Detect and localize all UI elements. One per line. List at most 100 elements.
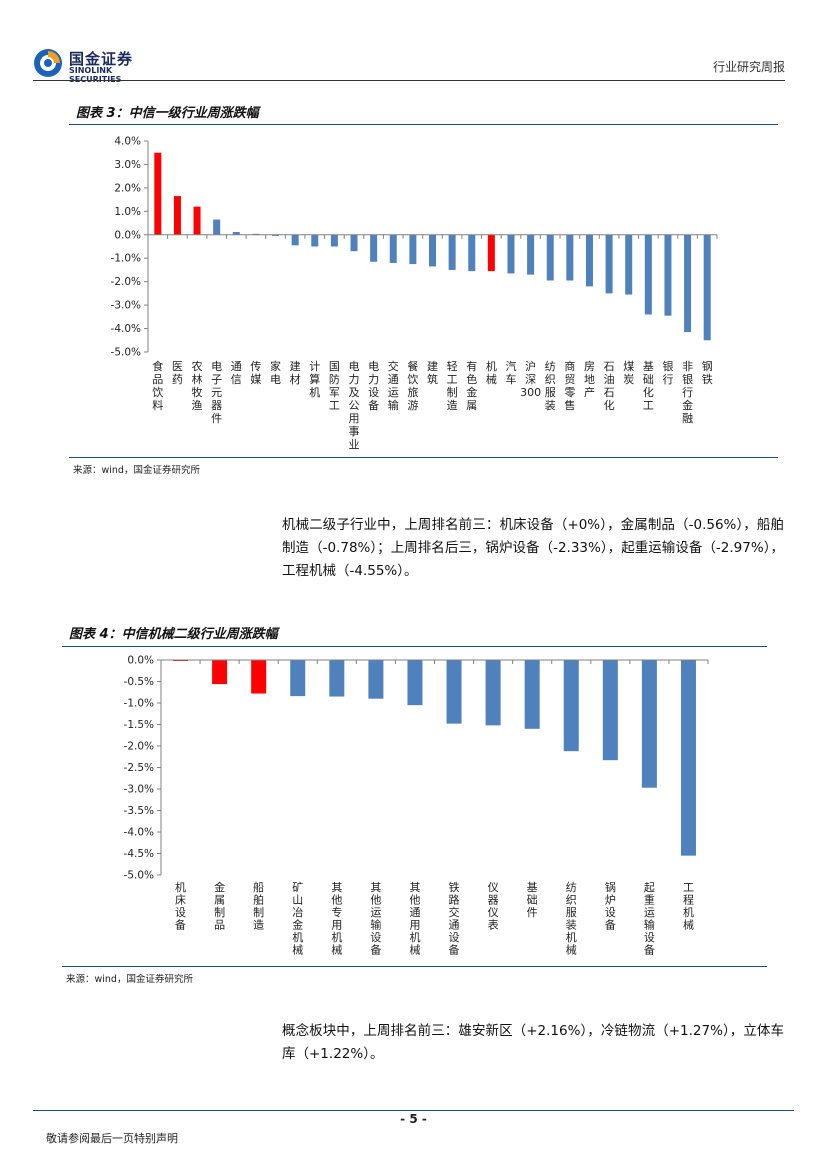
chart1-x-label: 银行: [662, 359, 673, 386]
chart1-x-label: 商贸零售: [564, 359, 575, 412]
chart1-x-label: 家电: [270, 359, 281, 386]
chart2-y-tick-label: -3.5%: [124, 805, 154, 817]
chart1-bar: [487, 234, 495, 272]
page-number: - 5 -: [400, 1112, 427, 1126]
header-divider: [33, 80, 785, 81]
chart2-x-label: 其他通用机械: [409, 881, 420, 957]
chart1-x-label: 钢铁: [702, 360, 713, 386]
chart2-y-tick-label: -4.5%: [124, 848, 154, 860]
brand-name-cn: 国金证券: [69, 50, 134, 68]
chart2-x-label: 矿山冶金机械: [292, 881, 303, 957]
chart1-bar: [370, 234, 378, 262]
chart1-bar: [389, 234, 397, 263]
chart1-x-label: 电力及公用事业: [349, 360, 360, 451]
chart1-x-label: 医药: [172, 360, 183, 386]
chart1-x-label: 通信: [231, 360, 242, 386]
figure4-bottom-rule: [62, 966, 767, 967]
chart2-bar: [290, 660, 306, 697]
figure3-chart: 4.0% 3.0% 2.0% 1.0% 0.0% -1.0% -2.0% -3.0% -4.0%…: [111, 136, 718, 451]
chart2-y-tick-label: -0.5%: [124, 676, 154, 688]
brand-name-en: SINOLINK SECURITIES: [69, 66, 122, 84]
chart1-bar: [173, 196, 181, 235]
chart1-bar: [448, 234, 456, 270]
figure4-source: 来源：wind，国金证券研究所: [66, 974, 193, 985]
chart2-bar: [407, 660, 423, 706]
chart1-bar: [585, 234, 593, 287]
chart1-x-label: 传媒: [250, 360, 261, 386]
chart2-x-label: 其他运输设备: [370, 881, 381, 957]
chart2-bar: [602, 660, 618, 761]
chart1-y-tick-label: -4.0%: [111, 323, 141, 335]
chart1-x-label: 餐饮旅游: [407, 359, 418, 412]
figure4-chart: 0.0% -0.5% -1.0% -1.5% -2.0% -2.5% -3.0% -3.5% -…: [124, 655, 709, 957]
chart2-x-label: 工程机械: [683, 881, 694, 932]
chart1-x-label: 非银行金融: [682, 360, 693, 425]
chart1-x-label: 汽车: [505, 359, 516, 386]
chart2-bar: [446, 660, 462, 724]
chart1-bar: [409, 234, 417, 265]
chart1-bar: [664, 234, 672, 316]
chart1-x-label: 国防军工: [329, 360, 340, 412]
figure4-top-rule: [62, 646, 767, 647]
chart1-bar: [429, 234, 436, 267]
chart1-y-tick-label: -2.0%: [111, 276, 141, 288]
chart1-bar: [703, 234, 711, 341]
chart1-bar: [527, 234, 535, 275]
chart1-bar: [684, 234, 692, 333]
chart2-y-tick-label: -1.0%: [124, 698, 154, 710]
chart2-bar: [680, 660, 696, 856]
chart1-bar: [605, 234, 613, 294]
chart2-x-label: 纺织服装机械: [566, 880, 577, 957]
figure3-top-rule: [69, 124, 778, 125]
chart1-y-tick-label: -5.0%: [111, 347, 141, 359]
chart1-bar: [232, 231, 240, 235]
chart1-y-tick-label: 3.0%: [114, 159, 141, 171]
chart1-x-label: 房地产: [584, 360, 595, 399]
chart1-bar: [546, 234, 554, 281]
chart1-x-label: 煤炭: [623, 360, 634, 386]
chart2-x-label: 船舶制造: [253, 880, 264, 932]
chart2-y-tick-label: -4.0%: [124, 827, 154, 839]
figure4-title: 图表 4：中信机械二级行业周涨跌幅: [69, 627, 278, 642]
chart1-bar: [272, 234, 280, 236]
chart1-bar: [644, 234, 652, 315]
figure3-source: 来源：wind，国金证券研究所: [73, 465, 200, 476]
chart1-x-label: 建材: [290, 359, 301, 386]
chart1-bar: [350, 234, 358, 252]
chart1-x-label: 石油石化: [604, 360, 615, 412]
figure3-bottom-rule: [69, 457, 778, 458]
chart2-y-tick-label: -1.5%: [124, 719, 154, 731]
chart2-x-label: 金属制品: [214, 880, 225, 932]
chart2-x-label: 其他专用机械: [331, 881, 342, 957]
figure3-title: 图表 3：中信一级行业周涨跌幅: [76, 106, 259, 121]
brand-logo-icon: [34, 49, 62, 77]
chart1-y-tick-label: -3.0%: [111, 300, 141, 312]
chart1-bar: [507, 234, 515, 274]
chart1-y-tick-label: 1.0%: [114, 206, 141, 218]
chart2-bar: [251, 660, 267, 694]
footer-divider: [33, 1110, 794, 1111]
chart2-y-tick-label: -3.0%: [124, 784, 154, 796]
chart1-bar: [330, 234, 338, 247]
chart2-x-label: 基础件: [527, 881, 538, 919]
chart2-y-tick-label: 0.0%: [127, 655, 154, 667]
chart2-bar: [563, 660, 579, 752]
chart1-x-label: 机械: [486, 359, 497, 386]
chart2-bar: [524, 660, 540, 729]
chart2-y-tick-label: -2.5%: [124, 762, 154, 774]
chart1-x-label: 计算机: [309, 360, 320, 399]
brand-logo: 国金证券 SINOLINK SECURITIES: [33, 46, 163, 84]
chart2-bar: [368, 660, 384, 699]
chart1-bar: [566, 234, 574, 281]
chart1-bar: [193, 206, 201, 235]
paragraph-machinery-subsectors: 机械二级子行业中，上周排名前三：机床设备（+0%），金属制品（-0.56%），船…: [282, 517, 784, 579]
chart2-bar: [212, 660, 228, 685]
chart1-bar: [468, 234, 476, 272]
chart1-x-label: 农林牧渔: [192, 359, 203, 412]
chart1-y-tick-label: -1.0%: [111, 253, 141, 265]
chart2-y-tick-label: -5.0%: [124, 870, 154, 882]
chart1-x-label: 食品饮料: [152, 359, 163, 412]
chart1-bar: [291, 234, 299, 246]
chart1-y-tick-label: 2.0%: [114, 182, 141, 194]
chart2-bar: [485, 660, 501, 726]
